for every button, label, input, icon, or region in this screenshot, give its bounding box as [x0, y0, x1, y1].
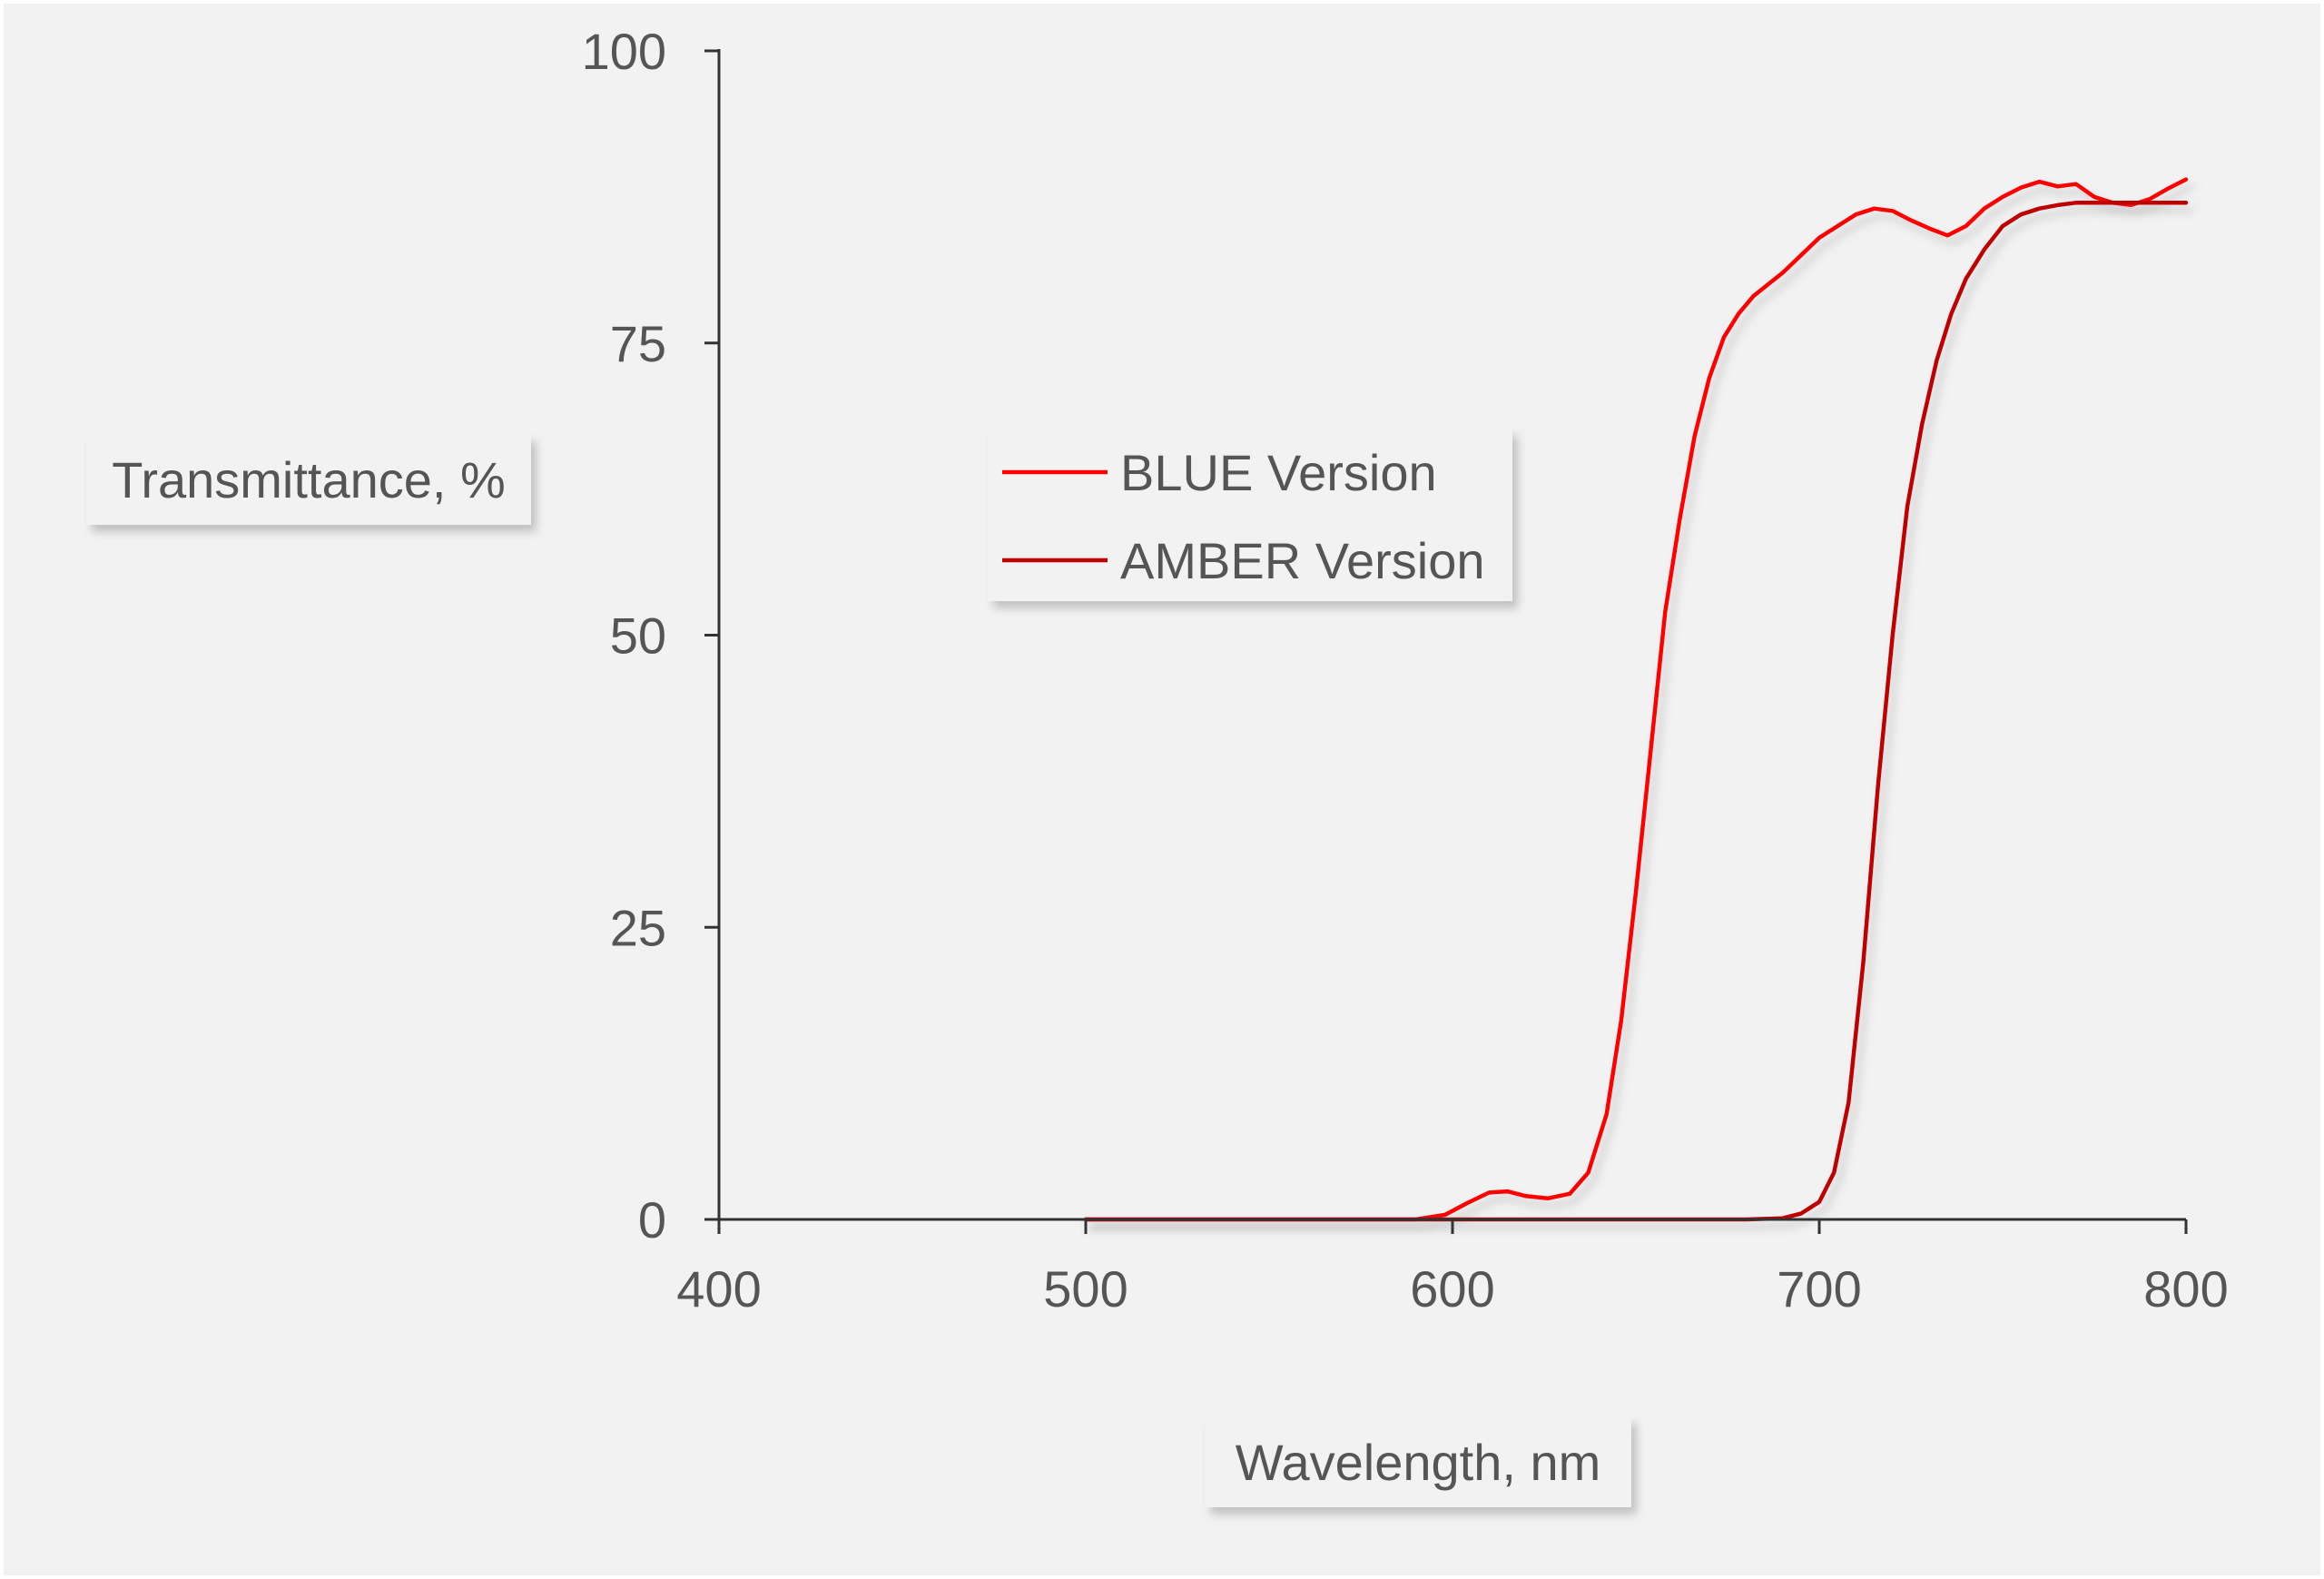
x-tick-label: 600 [1410, 1260, 1494, 1317]
axes-layer: 0 25 50 75 100 400 500 600 700 800 [582, 23, 2229, 1317]
x-axis-title: Wavelength, nm [1205, 1416, 1631, 1507]
legend: BLUE Version AMBER Version [988, 429, 1512, 601]
series-line-amber-version [1083, 201, 2189, 1222]
y-axis-title-text: Transmittance, % [112, 451, 506, 508]
x-tick-label: 800 [2143, 1260, 2228, 1317]
x-axis-title-text: Wavelength, nm [1236, 1434, 1601, 1491]
x-tick-label: 400 [676, 1260, 761, 1317]
series-line-blue-version [1083, 177, 2189, 1222]
x-tick-label: 500 [1043, 1260, 1128, 1317]
y-tick-label: 75 [610, 315, 666, 372]
y-axis-title-box [86, 434, 531, 525]
y-axis-title: Transmittance, % [86, 434, 531, 525]
labels-layer: Transmittance, % Wavelength, nm [86, 434, 1631, 1507]
y-tick-label: 100 [582, 23, 666, 80]
x-axis-title-box [1205, 1416, 1631, 1507]
legend-box [988, 429, 1512, 601]
series-layer [1083, 177, 2189, 1222]
y-tick-label: 50 [610, 607, 666, 665]
y-tick-label: 0 [638, 1191, 666, 1248]
legend-label-blue-version: BLUE Version [1120, 444, 1437, 501]
legend-label-amber-version: AMBER Version [1120, 532, 1485, 589]
y-tick-label: 25 [610, 899, 666, 956]
x-tick-label: 700 [1777, 1260, 1861, 1317]
chart-background [4, 4, 2320, 1575]
